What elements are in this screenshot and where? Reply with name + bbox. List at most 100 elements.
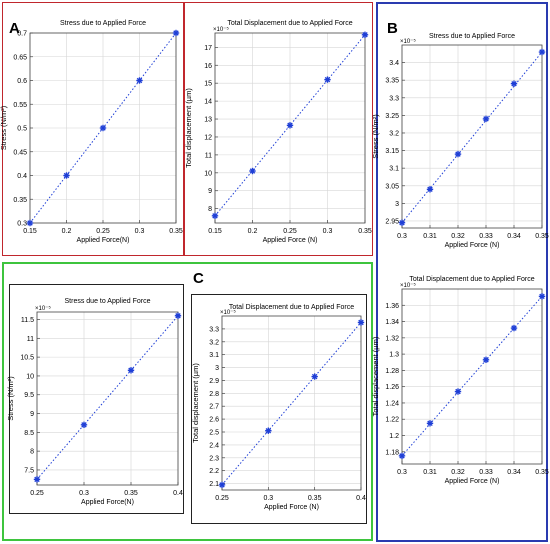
data-point bbox=[426, 420, 434, 427]
data-point bbox=[482, 115, 490, 123]
y-tick-label: 9.5 bbox=[24, 392, 34, 399]
panel-letter-b: B bbox=[387, 20, 398, 37]
x-tick-label: 0.3 bbox=[263, 495, 273, 502]
y-tick-label: 2.9 bbox=[209, 378, 219, 385]
y-tick-label: 2.6 bbox=[209, 417, 219, 424]
panel-a-divider bbox=[183, 2, 185, 256]
data-point bbox=[454, 150, 462, 158]
y-tick-label: 16 bbox=[204, 63, 212, 70]
y-tick-label: 3.05 bbox=[385, 183, 399, 190]
data-point bbox=[63, 172, 70, 179]
y-tick-label: 2.1 bbox=[209, 481, 219, 488]
y-tick-label: 2.95 bbox=[385, 218, 399, 225]
x-tick-label: 0.3 bbox=[135, 228, 145, 235]
y-tick-label: 10 bbox=[204, 170, 212, 177]
x-tick-label: 0.4 bbox=[173, 490, 183, 497]
y-tick-label: 3.1 bbox=[209, 352, 219, 359]
plot-area bbox=[401, 288, 543, 465]
data-point bbox=[398, 219, 406, 226]
data-point bbox=[510, 324, 518, 332]
y-tick-label: 3.4 bbox=[389, 60, 399, 67]
data-point bbox=[174, 312, 182, 319]
y-tick-label: 8.5 bbox=[24, 430, 34, 437]
x-tick-label: 0.15 bbox=[208, 228, 222, 235]
y-tick-label: 0.5 bbox=[17, 126, 27, 133]
y-axis-label: Stress (N/m²) bbox=[0, 105, 8, 150]
chart-title: Total Displacement due to Applied Force bbox=[227, 20, 352, 27]
chart-box-c-disp bbox=[191, 294, 367, 524]
x-tick-label: 0.35 bbox=[308, 495, 322, 502]
x-tick-label: 0.3 bbox=[397, 469, 407, 476]
plot-area bbox=[36, 311, 179, 486]
y-tick-label: 8 bbox=[30, 449, 34, 456]
data-point bbox=[136, 77, 143, 84]
panel-a-frame bbox=[2, 2, 373, 256]
y-tick-label: 1.24 bbox=[385, 400, 399, 407]
y-exponent-label: ×10⁻⁵ bbox=[400, 282, 416, 289]
data-point bbox=[26, 219, 34, 227]
chart-box-c-stress bbox=[9, 284, 184, 514]
y-tick-label: 0.35 bbox=[13, 197, 27, 204]
y-tick-label: 1.34 bbox=[385, 319, 399, 326]
y-tick-label: 3 bbox=[215, 365, 219, 372]
data-point bbox=[80, 421, 88, 429]
y-tick-label: 1.26 bbox=[385, 384, 399, 391]
y-tick-label: 1.18 bbox=[385, 449, 399, 456]
x-tick-label: 0.35 bbox=[169, 228, 183, 235]
y-tick-label: 2.8 bbox=[209, 391, 219, 398]
y-axis-label: Stress (N/m²) bbox=[371, 114, 380, 159]
y-tick-label: 0.4 bbox=[17, 173, 27, 180]
x-tick-label: 0.34 bbox=[507, 233, 521, 240]
data-point bbox=[218, 481, 226, 489]
y-tick-label: 3.3 bbox=[209, 326, 219, 333]
data-point bbox=[265, 427, 272, 434]
x-tick-label: 0.25 bbox=[283, 228, 297, 235]
y-tick-label: 3.2 bbox=[209, 339, 219, 346]
data-point bbox=[510, 80, 518, 87]
y-tick-label: 9 bbox=[30, 411, 34, 418]
y-tick-label: 1.3 bbox=[389, 352, 399, 359]
chart-title: Stress due to Applied Force bbox=[429, 33, 515, 40]
y-tick-label: 11.5 bbox=[21, 317, 34, 324]
x-axis-label: Applied Force(N) bbox=[81, 499, 134, 506]
y-tick-label: 0.55 bbox=[13, 102, 27, 109]
y-tick-label: 3.15 bbox=[385, 148, 399, 155]
chart-title: Stress due to Applied Force bbox=[65, 298, 151, 305]
x-tick-label: 0.2 bbox=[248, 228, 258, 235]
x-tick-label: 0.33 bbox=[479, 233, 493, 240]
data-point bbox=[172, 29, 180, 37]
x-tick-label: 0.25 bbox=[30, 490, 44, 497]
y-tick-label: 3.35 bbox=[385, 78, 399, 85]
y-tick-label: 0.6 bbox=[17, 78, 27, 85]
y-exponent-label: ×10⁻⁵ bbox=[35, 305, 51, 312]
y-tick-label: 2.7 bbox=[209, 404, 219, 411]
x-tick-label: 0.31 bbox=[423, 469, 437, 476]
y-tick-label: 13 bbox=[204, 117, 212, 124]
x-tick-label: 0.25 bbox=[215, 495, 229, 502]
data-point bbox=[361, 31, 369, 38]
x-tick-label: 0.32 bbox=[451, 469, 465, 476]
x-tick-label: 0.35 bbox=[124, 490, 138, 497]
chart-title: Stress due to Applied Force bbox=[60, 20, 146, 27]
x-tick-label: 0.3 bbox=[323, 228, 333, 235]
y-axis-label: Total displacement (µm) bbox=[184, 88, 193, 168]
data-point bbox=[311, 373, 318, 380]
y-tick-label: 12 bbox=[204, 134, 212, 141]
y-exponent-label: ×10⁻⁵ bbox=[213, 26, 229, 33]
y-tick-label: 3.1 bbox=[389, 166, 399, 173]
x-tick-label: 0.2 bbox=[62, 228, 72, 235]
panel-c-frame bbox=[2, 262, 373, 541]
trend-line bbox=[401, 295, 543, 457]
y-tick-label: 8 bbox=[208, 206, 212, 213]
trend-line bbox=[221, 322, 362, 486]
y-tick-label: 11 bbox=[205, 152, 212, 159]
data-point bbox=[33, 476, 41, 483]
y-tick-label: 1.22 bbox=[385, 417, 399, 424]
data-point bbox=[211, 212, 219, 220]
y-tick-label: 2.3 bbox=[209, 455, 219, 462]
x-tick-label: 0.34 bbox=[507, 469, 521, 476]
